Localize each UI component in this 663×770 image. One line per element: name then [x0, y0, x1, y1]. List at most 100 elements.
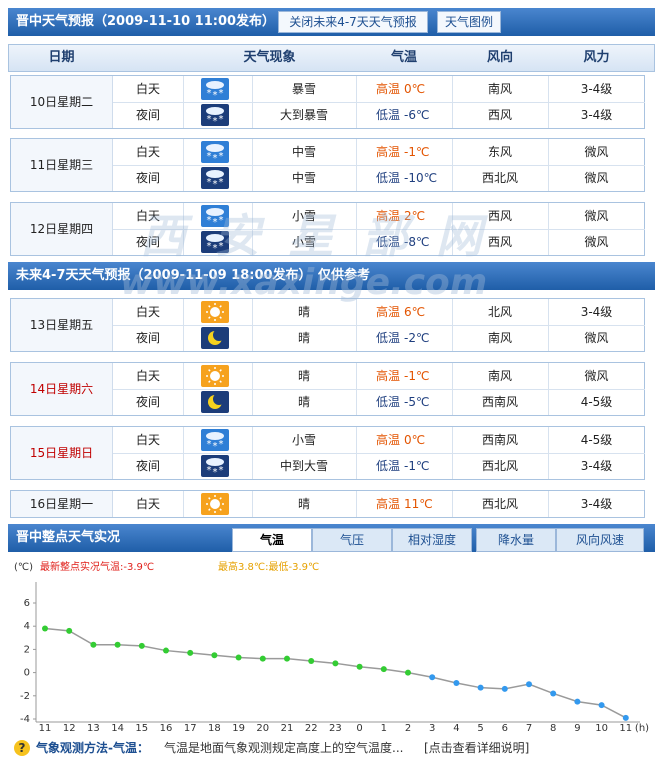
weather: 小雪 — [291, 433, 316, 447]
temp: -5℃ — [404, 395, 430, 409]
col-line — [452, 165, 453, 191]
col-line — [183, 363, 184, 389]
force: 3-4级 — [580, 459, 613, 473]
footer-link[interactable]: [点击查看详细说明] — [424, 741, 530, 755]
y-tick-label: -4 — [20, 714, 30, 725]
header-button[interactable]: 关闭未来4-7天天气预报 — [278, 11, 428, 33]
temp: 2℃ — [404, 209, 426, 223]
col-line — [452, 325, 453, 351]
col-line — [452, 229, 453, 255]
chart-title: 晋中整点天气实况 — [16, 530, 121, 545]
temp-point — [380, 666, 387, 673]
period: 夜间 — [135, 108, 160, 122]
footer-label: 气象观测方法-气温： — [36, 741, 149, 755]
col-line — [452, 453, 453, 479]
x-tick-label: 22 — [305, 723, 318, 734]
weather-icon — [201, 327, 229, 349]
temp: 0℃ — [404, 82, 426, 96]
temp: 6℃ — [404, 305, 426, 319]
icon-flake: * — [207, 177, 212, 188]
weather: 晴 — [297, 305, 310, 319]
col-line — [183, 102, 184, 128]
temp-point — [356, 663, 363, 670]
col-line — [452, 363, 453, 389]
row-divider — [113, 102, 645, 103]
header-button[interactable]: 天气图例 — [437, 11, 501, 33]
wind: 西南风 — [481, 395, 518, 409]
temp-point — [598, 702, 605, 709]
x-tick-label: 19 — [232, 723, 245, 734]
temp: 11℃ — [404, 497, 433, 511]
row-divider — [113, 229, 645, 230]
col-line — [356, 165, 357, 191]
col-line — [452, 139, 453, 165]
icon-flake: * — [213, 217, 218, 227]
temp-point — [42, 625, 48, 632]
icon-sun — [210, 371, 220, 381]
table-header-cell: 气温 — [390, 50, 417, 65]
col-line — [452, 76, 453, 102]
temp-label: 低温 — [376, 235, 401, 249]
col-line — [548, 363, 549, 389]
force: 4-5级 — [580, 433, 613, 447]
weather: 晴 — [297, 497, 310, 511]
chart-tab[interactable]: 风向风速 — [556, 528, 644, 552]
wind: 东风 — [487, 145, 512, 159]
col-line — [356, 325, 357, 351]
col-line — [356, 299, 357, 325]
col-line — [356, 203, 357, 229]
date-cell: 12日星期四 — [11, 203, 113, 255]
y-tick-label: 2 — [24, 644, 30, 655]
temperature-chart: (℃) 最新整点实况气温:-3.9℃ 最高3.8℃:最低-3.9℃ -4 -2 0 2 4 6 1… — [14, 560, 649, 734]
col-line — [356, 76, 357, 102]
chart-tab[interactable]: 降水量 — [476, 528, 556, 552]
chart-tab[interactable]: 气压 — [312, 528, 392, 552]
wind: 西风 — [487, 108, 512, 122]
col-line — [183, 427, 184, 453]
col-line — [183, 299, 184, 325]
col-line — [252, 491, 253, 517]
table-header-cell: 风力 — [583, 50, 610, 65]
force: 微风 — [584, 209, 609, 223]
x-tick-label: 12 — [63, 723, 76, 734]
col-line — [252, 102, 253, 128]
icon-flake: * — [213, 467, 218, 477]
temp-point — [66, 627, 73, 634]
x-tick-label: 13 — [87, 723, 100, 734]
section-bar: 未来4-7天天气预报（2009-11-09 18:00发布） 仅供参考 — [8, 262, 655, 290]
temp: -2℃ — [404, 331, 430, 345]
icon-ray — [219, 305, 222, 308]
icon-sun — [210, 307, 220, 317]
x-tick-label: 16 — [160, 723, 173, 734]
temp-point — [235, 654, 242, 661]
temp-label: 高温 — [376, 209, 401, 223]
chart-tab[interactable]: 气温 — [232, 528, 312, 552]
icon-flake: * — [207, 215, 212, 226]
temp-point — [550, 690, 557, 697]
period: 夜间 — [135, 459, 160, 473]
icon-flake: * — [219, 215, 224, 226]
temp-label: 低温 — [376, 171, 401, 185]
x-tick-label: 2 — [405, 723, 411, 734]
force: 3-4级 — [580, 108, 613, 122]
weather-icon: * * * — [201, 205, 229, 227]
icon-flake: * — [219, 177, 224, 188]
x-tick-label: 1 — [381, 723, 387, 734]
wind: 西南风 — [481, 433, 518, 447]
x-tick-label: 0 — [356, 723, 362, 734]
col-line — [452, 389, 453, 415]
temp-point — [332, 660, 339, 667]
table-header-row — [8, 44, 655, 72]
col-line — [548, 325, 549, 351]
x-tick-label: 4 — [453, 723, 459, 734]
icon-ray — [219, 508, 222, 511]
temp-point — [187, 649, 194, 656]
header-bar: 晋中天气预报（2009-11-10 11:00发布） 关闭未来4-7天天气预报 天气… — [8, 8, 655, 36]
col-line — [548, 102, 549, 128]
col-line — [183, 491, 184, 517]
chart-tab[interactable]: 相对湿度 — [392, 528, 472, 552]
watermark: 西安星部网 — [140, 209, 510, 263]
temp-label: 低温 — [376, 395, 401, 409]
icon-ray — [219, 380, 222, 383]
force: 微风 — [584, 235, 609, 249]
